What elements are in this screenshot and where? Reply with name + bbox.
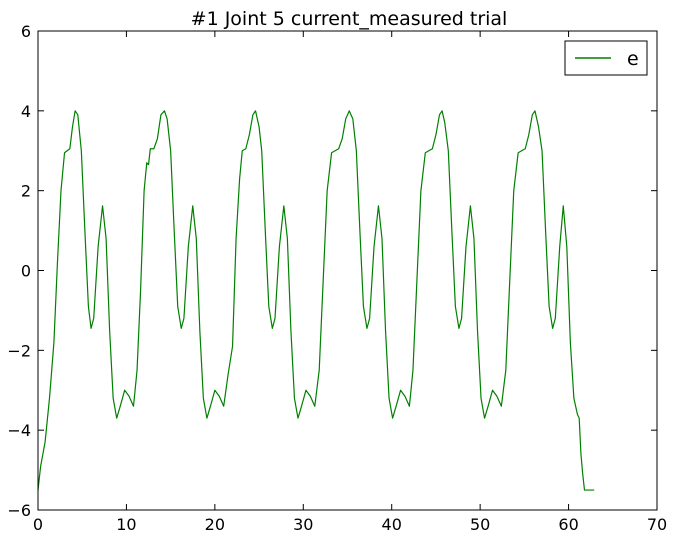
plot-frame: [37, 30, 658, 511]
x-tick-label: 50: [470, 515, 490, 534]
x-tick-label: 0: [33, 515, 43, 534]
chart-title: #1 Joint 5 current_measured trial: [191, 8, 508, 30]
x-tick-label: 30: [293, 515, 313, 534]
x-tick-label: 60: [558, 515, 578, 534]
series-line-e: [37, 110, 595, 491]
x-tick-label: 10: [116, 515, 136, 534]
x-tick-label: 40: [382, 515, 402, 534]
y-tick-label: −4: [7, 421, 31, 440]
legend-label: e: [627, 48, 639, 70]
x-tick-label: 20: [205, 515, 225, 534]
y-tick-label: 6: [21, 22, 31, 41]
y-tick-label: 4: [21, 102, 31, 121]
y-tick-label: −2: [7, 341, 31, 360]
y-tick-label: 2: [21, 182, 31, 201]
y-tick-label: 0: [21, 262, 31, 281]
legend: e: [564, 40, 648, 76]
x-tick-label: 70: [647, 515, 667, 534]
y-tick-label: −6: [7, 501, 31, 520]
plot-area: [37, 110, 595, 491]
axis-ticks: 0 10 20 30 40 50 60 70 −6 −4 −2 0 2 4 6: [7, 22, 667, 534]
